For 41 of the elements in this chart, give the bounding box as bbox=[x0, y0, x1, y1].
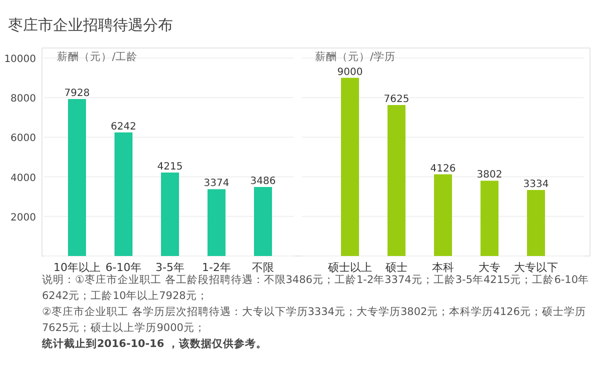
bar bbox=[208, 189, 226, 256]
chart-subtitle: 薪酬（元）/学历 bbox=[315, 50, 396, 63]
x-tick-label: 10年以上 bbox=[54, 261, 100, 274]
x-tick-label: 硕士以上 bbox=[327, 261, 372, 274]
bar bbox=[388, 105, 406, 256]
y-tick-label: 4000 bbox=[10, 172, 36, 184]
text: ②枣庄市企业职工 各学历层次招聘待遇：大专以下学历3334元；大专学历3802元；本科学历4126元；硕士学历7625元；硕士以上学历9000元； bbox=[42, 305, 587, 336]
y-tick-label: 2000 bbox=[10, 212, 36, 224]
data-label: 7625 bbox=[384, 94, 410, 106]
bar bbox=[434, 174, 452, 256]
data-label: 4215 bbox=[157, 162, 183, 173]
text: 说明：①枣庄市企业职工 各工龄段招聘待遇：不限3486元；工龄1-2年3374元；工龄3-5年4215元；工龄6-10年6242元；工龄10年以上7928元； bbox=[42, 273, 590, 304]
x-tick-label: 大专 bbox=[478, 261, 500, 274]
x-tick-label: 大专以下 bbox=[514, 261, 558, 274]
x-tick-label: 1-2年 bbox=[202, 261, 231, 274]
x-tick-label: 硕士 bbox=[384, 261, 408, 274]
chart-subtitle: 薪酬（元）/工龄 bbox=[57, 50, 138, 63]
y-tick-label: 8000 bbox=[10, 94, 36, 105]
bar bbox=[68, 99, 86, 256]
data-label: 3374 bbox=[204, 178, 230, 190]
data-label: 7928 bbox=[64, 88, 90, 100]
chart-title: 枣庄市企业招聘待遇分布 bbox=[8, 16, 173, 34]
data-label: 3802 bbox=[476, 170, 502, 181]
data-label: 9000 bbox=[337, 66, 363, 78]
bar bbox=[161, 172, 179, 256]
x-tick-label: 6-10年 bbox=[106, 261, 142, 274]
y-tick-label: 10000 bbox=[4, 54, 36, 65]
x-tick-label: 不限 bbox=[252, 261, 274, 274]
x-tick-label: 本科 bbox=[432, 261, 454, 274]
text: 统计截止到2016-10-16 ，该数据仅供参考。 bbox=[42, 336, 268, 352]
data-label: 6242 bbox=[110, 121, 136, 132]
data-label: 4126 bbox=[430, 163, 456, 174]
bar bbox=[254, 186, 272, 256]
data-label: 3486 bbox=[250, 176, 276, 187]
x-tick-label: 3-5年 bbox=[156, 261, 184, 274]
bar bbox=[527, 190, 545, 256]
bar bbox=[341, 78, 359, 256]
data-label: 3334 bbox=[523, 178, 549, 190]
y-tick-label: 6000 bbox=[10, 133, 36, 144]
bar bbox=[480, 180, 498, 256]
bar bbox=[114, 132, 132, 256]
